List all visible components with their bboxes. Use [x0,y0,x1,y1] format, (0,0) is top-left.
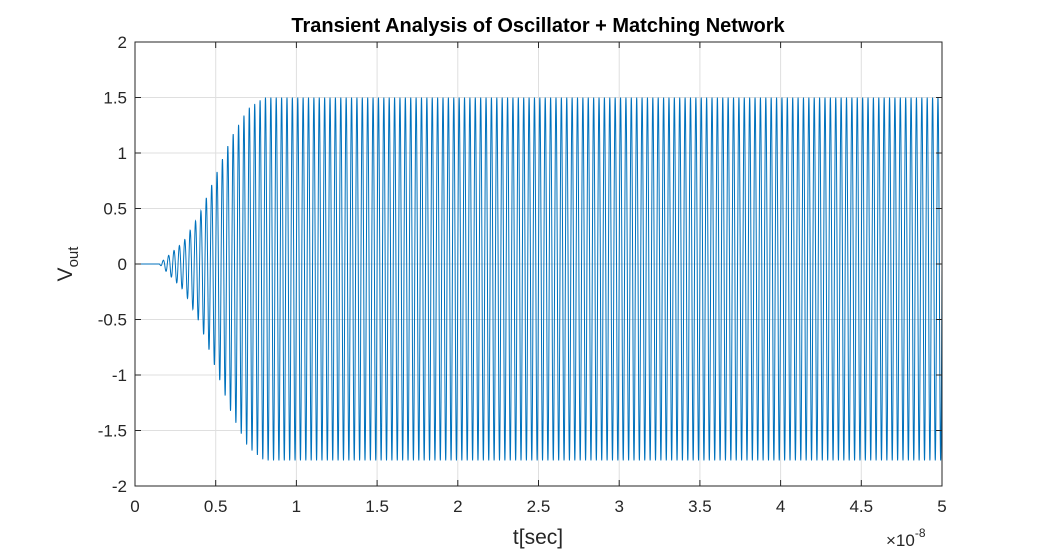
chart-title: Transient Analysis of Oscillator + Match… [291,15,785,37]
y-axis-label-subscript: out [65,246,82,268]
x-tick-label: 2.5 [527,497,551,516]
x-exponent-power: -8 [915,526,926,540]
y-tick-label: -2 [112,477,127,496]
y-axis-label-base: V [54,267,77,281]
x-tick-label: 1 [292,497,301,516]
y-tick-label: 2 [118,33,127,52]
y-tick-label: 0 [118,255,127,274]
x-tick-label: 3 [614,497,623,516]
ticks: 0 0.5 1 1.5 2 2.5 3 3.5 4 4.5 5 2 1.5 1 0.5 0 -0.5 -1 -1.5… [98,33,947,516]
x-tick-label: 5 [937,497,946,516]
y-tick-label: -1.5 [98,422,127,441]
x-tick-label: 0 [130,497,139,516]
y-tick-label: 1 [118,144,127,163]
y-tick-label: 1.5 [103,89,127,108]
x-tick-label: 4 [776,497,785,516]
x-tick-label: 1.5 [365,497,389,516]
x-exponent-prefix: ×10 [886,531,915,550]
vout-series-line [135,97,943,461]
y-tick-label: -1 [112,366,127,385]
x-tick-label: 0.5 [204,497,228,516]
x-tick-label: 4.5 [849,497,873,516]
x-exponent-label: ×10-8 [886,526,926,550]
x-tick-label: 2 [453,497,462,516]
y-tick-label: 0.5 [103,200,127,219]
x-tick-label: 3.5 [688,497,712,516]
y-tick-label: -0.5 [98,311,127,330]
y-axis-label: Vout [54,246,82,282]
x-axis-label: t[sec] [513,526,563,549]
